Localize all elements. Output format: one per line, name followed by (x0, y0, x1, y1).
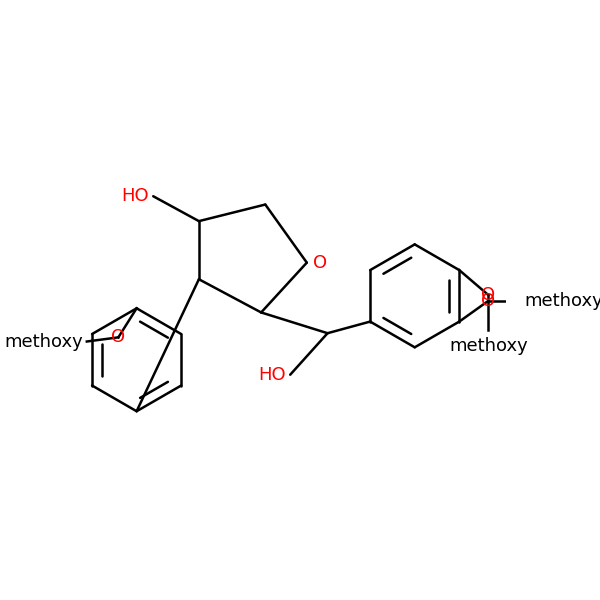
Text: O: O (111, 328, 125, 346)
Text: methoxy: methoxy (524, 292, 600, 310)
Text: HO: HO (121, 187, 149, 205)
Text: methoxy: methoxy (449, 337, 528, 355)
Text: O: O (481, 292, 496, 310)
Text: O: O (481, 286, 496, 304)
Text: O: O (313, 254, 328, 272)
Text: methoxy: methoxy (4, 332, 83, 350)
Text: HO: HO (259, 366, 286, 384)
